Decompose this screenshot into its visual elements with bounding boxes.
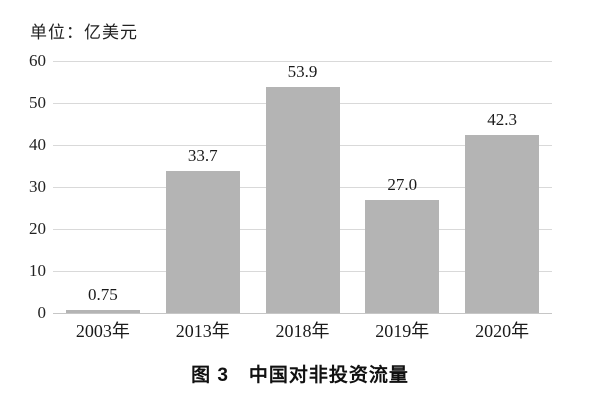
xtick-label-2019年: 2019年 xyxy=(375,321,430,341)
figure-caption: 图 3 中国对非投资流量 xyxy=(191,365,409,386)
xtick-label-2018年: 2018年 xyxy=(275,321,330,341)
value-label-2003年: 0.75 xyxy=(88,284,118,304)
bar-2020年 xyxy=(465,135,540,313)
value-label-2020年: 42.3 xyxy=(487,110,517,130)
value-label-2019年: 27.0 xyxy=(387,174,418,194)
ytick-label-50: 50 xyxy=(29,93,46,112)
ytick-label-40: 40 xyxy=(29,135,46,154)
bar-2019年 xyxy=(365,199,440,313)
gridline-y0 xyxy=(53,312,552,314)
ytick-label-30: 30 xyxy=(29,177,46,196)
value-label-2018年: 53.9 xyxy=(287,61,318,81)
gridline-y60 xyxy=(53,60,552,62)
xtick-label-2003年: 2003年 xyxy=(75,321,130,341)
ytick-label-10: 10 xyxy=(29,261,46,280)
bar-2018年 xyxy=(265,86,340,313)
bar-2003年 xyxy=(65,309,140,313)
value-label-2013年: 33.7 xyxy=(187,146,218,166)
ytick-label-60: 60 xyxy=(29,51,46,70)
xtick-label-2013年: 2013年 xyxy=(175,321,230,341)
unit-label: 单位：亿美元 xyxy=(30,23,138,42)
ytick-label-0: 0 xyxy=(37,303,47,322)
bar-2013年 xyxy=(165,171,240,313)
xtick-label-2020年: 2020年 xyxy=(475,321,530,341)
ytick-label-20: 20 xyxy=(29,219,46,238)
